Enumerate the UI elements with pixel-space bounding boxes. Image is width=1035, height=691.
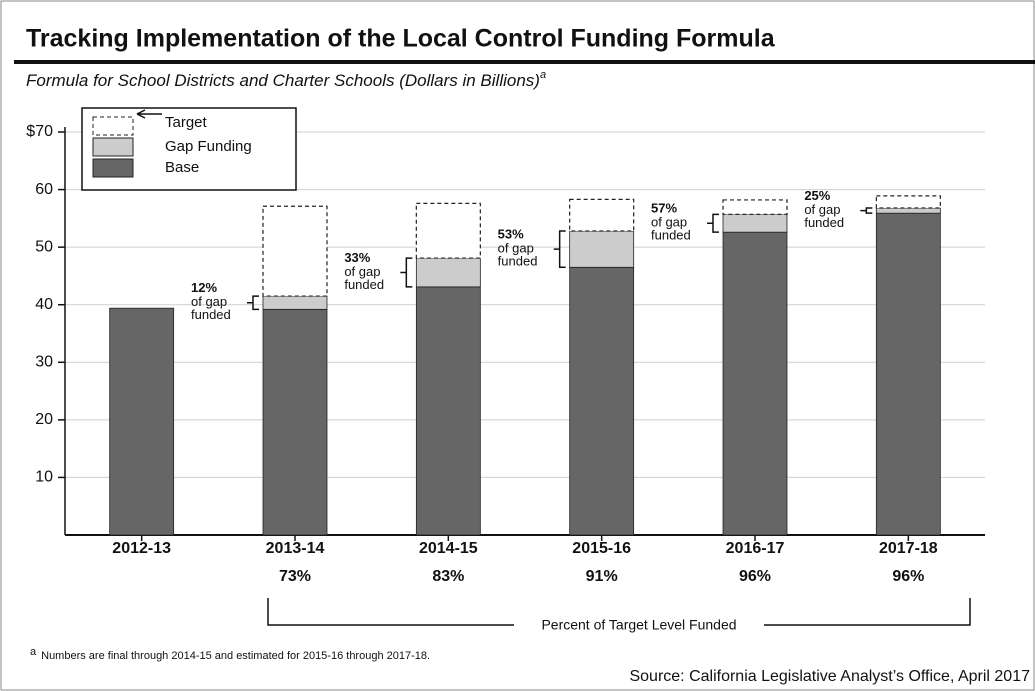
bar-segment [262, 205, 328, 297]
bar-segment [722, 213, 788, 233]
y-tick-label: 50 [35, 238, 53, 255]
bar-segment [569, 198, 635, 232]
gap-line-3: funded [804, 215, 844, 230]
bar-segment [415, 202, 481, 259]
gap-line-2: of gap [804, 202, 840, 217]
bar-segment [875, 195, 941, 209]
x-tick-label: 2015-16 [572, 540, 631, 557]
gap-line-3: funded [498, 254, 538, 269]
legend-label: Base [165, 159, 199, 176]
subtitle-note: a [540, 69, 546, 81]
gap-percent-label: 53% [498, 227, 524, 242]
bar-segment [415, 286, 481, 536]
gap-percent-label: 25% [804, 188, 830, 203]
percent-target-label: 96% [739, 568, 771, 585]
footnote: a Numbers are final through 2014-15 and e… [30, 646, 430, 662]
bar-segment [722, 231, 788, 536]
x-tick-label: 2016-17 [726, 540, 785, 557]
footnote-mark: a [30, 646, 37, 658]
bar-segment [262, 295, 328, 310]
gap-line-3: funded [191, 307, 231, 322]
bracket-label: Percent of Target Level Funded [541, 617, 736, 633]
gap-percent-label: 33% [344, 250, 370, 265]
bar-segment [875, 212, 941, 536]
y-tick-label: 20 [35, 411, 53, 428]
percent-target-label: 83% [432, 568, 464, 585]
gap-line-3: funded [651, 228, 691, 243]
source: Source: California Legislative Analyst’s… [629, 668, 1030, 685]
gap-line-2: of gap [498, 241, 534, 256]
x-tick-label: 2012-13 [112, 540, 171, 557]
legend-arrow [136, 109, 162, 119]
bracket-label-bg [514, 616, 764, 634]
gap-bracket [860, 207, 873, 214]
percent-target-label: 91% [586, 568, 618, 585]
bar-segment [262, 308, 328, 536]
x-tick-label: 2017-18 [879, 540, 938, 557]
legend-label: Gap Funding [165, 138, 252, 155]
gap-bracket [707, 213, 719, 233]
gap-percent-label: 57% [651, 201, 677, 216]
gap-bracket [553, 230, 566, 269]
gap-line-2: of gap [344, 264, 380, 279]
gap-bracket [400, 257, 413, 288]
legend-swatch [92, 116, 134, 136]
chart-subtitle: Formula for School Districts and Charter… [26, 69, 546, 91]
y-tick-label: 10 [35, 469, 53, 486]
gap-line-2: of gap [191, 294, 227, 309]
chart-title: Tracking Implementation of the Local Con… [26, 25, 776, 53]
subtitle-text: Formula for School Districts and Charter… [26, 71, 540, 90]
x-tick-label: 2014-15 [419, 540, 478, 557]
footnote-text: Numbers are final through 2014-15 and es… [41, 650, 430, 662]
percent-target-label: 96% [892, 568, 924, 585]
legend: Target Gap Funding Base [81, 107, 297, 191]
y-tick-label: $70 [26, 123, 53, 140]
x-tick-label: 2013-14 [266, 540, 325, 557]
legend-swatch [92, 137, 134, 157]
y-tick-label: 60 [35, 181, 53, 198]
bar-segment [875, 207, 941, 214]
y-tick-label: 40 [35, 296, 53, 313]
legend-label: Target [165, 114, 208, 131]
gap-line-3: funded [344, 277, 384, 292]
gap-bracket [247, 295, 259, 311]
y-tick-label: 30 [35, 354, 53, 371]
bar-segment [109, 307, 175, 536]
gap-line-2: of gap [651, 215, 687, 230]
bar-segment [569, 266, 635, 536]
title-rule [14, 60, 1035, 64]
gap-percent-label: 12% [191, 280, 217, 295]
bar-segment [415, 257, 481, 288]
bar-segment [722, 199, 788, 215]
legend-swatch [92, 158, 134, 178]
bar-segment [569, 230, 635, 268]
percent-target-label: 73% [279, 568, 311, 585]
